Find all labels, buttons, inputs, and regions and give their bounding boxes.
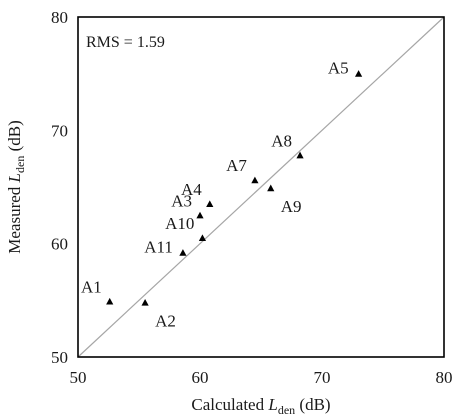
rms-annotation: RMS = 1.59 — [86, 34, 165, 51]
x-tick-label: 50 — [70, 368, 87, 387]
y-tick-label: 50 — [51, 348, 68, 367]
data-point-a4 — [206, 200, 214, 208]
point-label-a1: A1 — [81, 277, 102, 296]
point-label-a9: A9 — [281, 197, 302, 216]
point-label-a4: A4 — [181, 180, 202, 199]
reference-line-1to1 — [77, 16, 445, 358]
data-point-a3 — [196, 211, 204, 219]
plot-frame — [77, 16, 445, 358]
y-tick-label: 80 — [51, 8, 68, 27]
point-label-a5: A5 — [328, 59, 349, 78]
point-label-a10: A10 — [165, 214, 194, 233]
data-point-a7 — [251, 176, 259, 184]
x-tick-label: 70 — [314, 368, 331, 387]
data-point-a10 — [198, 234, 207, 242]
data-point-a5 — [355, 70, 363, 77]
reference-line-layer — [77, 16, 445, 358]
data-point-a11 — [179, 249, 187, 256]
x-axis-title: Calculated Lden (dB) — [191, 395, 330, 416]
x-tick-label: 80 — [436, 368, 453, 387]
point-label-a11: A11 — [144, 238, 173, 257]
y-tick-label: 70 — [51, 121, 68, 140]
data-point-a9 — [267, 184, 275, 192]
y-tick-label: 60 — [51, 235, 68, 254]
tick-label-layer: 50 60 70 80 50 60 70 80 — [51, 8, 453, 387]
point-label-a8: A8 — [271, 131, 292, 150]
point-label-a7: A7 — [226, 156, 247, 175]
y-axis-title: Measured Lden (dB) — [5, 120, 27, 254]
point-label-a2: A2 — [155, 312, 176, 331]
data-point-a8 — [296, 151, 304, 159]
x-tick-label: 60 — [192, 368, 209, 387]
data-point-a1 — [106, 297, 114, 305]
data-point-a2 — [141, 299, 149, 306]
point-label-a3: A3 — [171, 191, 192, 210]
